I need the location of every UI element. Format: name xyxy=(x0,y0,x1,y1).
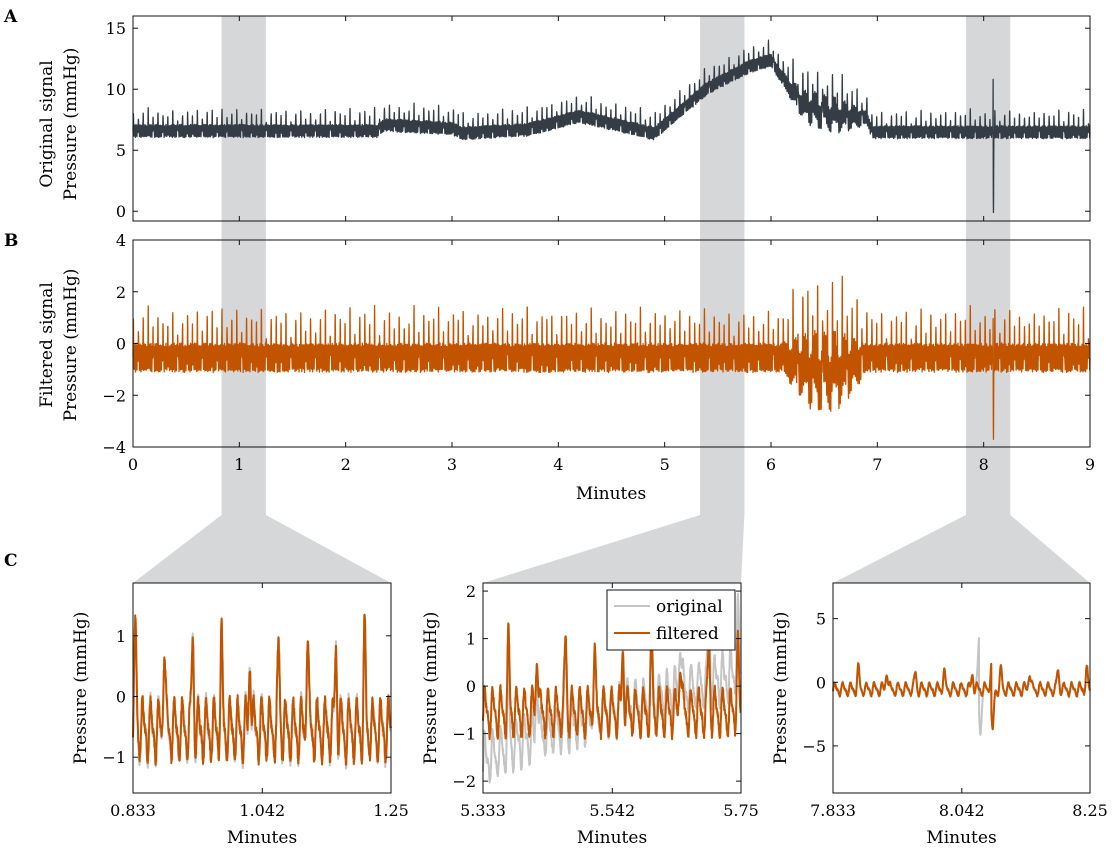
x-axis-label: Minutes xyxy=(227,828,297,848)
y-tick-label: 0 xyxy=(466,677,476,696)
y-axis-label: Filtered signal xyxy=(37,282,57,408)
x-tick-label: 3 xyxy=(447,455,457,474)
y-tick-label: −2 xyxy=(102,386,126,405)
y-tick-label: 4 xyxy=(116,231,126,250)
x-tick-label: 1.042 xyxy=(239,801,285,820)
plot-frame xyxy=(132,15,1091,222)
x-tick-label: 7 xyxy=(872,455,882,474)
panel-label-a: A xyxy=(3,7,18,27)
y-tick-label: 2 xyxy=(116,283,126,302)
filtered-signal-line xyxy=(832,662,1091,731)
plot-frame xyxy=(832,582,1091,794)
panel-label-b: B xyxy=(4,231,18,251)
x-tick-label: 5 xyxy=(660,455,670,474)
y-tick-label: −5 xyxy=(802,737,826,756)
y-axis-label: Pressure (mmHg) xyxy=(61,269,81,422)
legend-label-original: original xyxy=(656,597,723,617)
y-tick-label: 1 xyxy=(466,630,476,649)
axes-C1: −1 0 1 0.833 1.042 1.25 xyxy=(102,582,409,820)
y-tick-label: 0 xyxy=(816,673,826,692)
y-tick-label: −4 xyxy=(102,438,126,457)
x-tick-label: 5.542 xyxy=(589,801,635,820)
x-tick-label: 9 xyxy=(1085,455,1095,474)
x-tick-label: 8.25 xyxy=(1072,801,1108,820)
y-tick-label: 15 xyxy=(106,19,126,38)
x-axis-label: Minutes xyxy=(577,828,647,848)
y-tick-label: 10 xyxy=(106,80,126,99)
y-tick-label: 0 xyxy=(116,687,126,706)
zoom-highlight-band xyxy=(965,16,1011,515)
axes-C2: −2 −1 0 1 2 5.333 5.542 5.75 xyxy=(452,582,758,820)
y-axis-label: Pressure (mmHg) xyxy=(61,48,81,201)
y-tick-label: 1 xyxy=(116,627,126,646)
zoom-connector xyxy=(483,515,745,583)
filtered-signal-line xyxy=(482,622,742,741)
y-axis-label: Pressure (mmHg) xyxy=(771,612,791,765)
x-tick-label: 0.833 xyxy=(110,801,156,820)
zoom-highlight-band xyxy=(700,16,745,515)
panel-label-c: C xyxy=(4,551,18,571)
zoom-highlight-band xyxy=(221,16,266,515)
legend-box xyxy=(606,589,736,651)
y-tick-label: −1 xyxy=(452,725,476,744)
y-tick-label: −2 xyxy=(452,772,476,791)
x-tick-label: 8 xyxy=(979,455,989,474)
x-axis-label: Minutes xyxy=(926,828,996,848)
x-tick-label: 1 xyxy=(234,455,244,474)
legend: original filtered xyxy=(606,589,736,651)
y-tick-label: 5 xyxy=(116,141,126,160)
y-axis-label: Pressure (mmHg) xyxy=(421,612,441,765)
x-tick-label: 8.042 xyxy=(939,801,985,820)
y-tick-label: −1 xyxy=(102,748,126,767)
x-tick-label: 0 xyxy=(128,455,138,474)
zoom-connector xyxy=(833,515,1090,583)
y-axis-label: Pressure (mmHg) xyxy=(71,612,91,765)
x-tick-label: 6 xyxy=(766,455,776,474)
y-tick-label: 5 xyxy=(816,610,826,629)
x-tick-label: 1.25 xyxy=(373,801,409,820)
x-tick-label: 7.833 xyxy=(810,801,856,820)
x-tick-label: 4 xyxy=(553,455,563,474)
zoom-connector xyxy=(133,515,391,583)
x-tick-label: 2 xyxy=(341,455,351,474)
filtered-signal-line xyxy=(132,613,392,766)
axes-C3: −5 0 5 7.833 8.042 8.25 xyxy=(802,582,1108,820)
y-tick-label: 2 xyxy=(466,582,476,601)
x-tick-label: 5.333 xyxy=(460,801,506,820)
y-axis-label: Original signal xyxy=(37,60,57,187)
filtered-signal-line xyxy=(132,275,1091,441)
y-tick-label: 0 xyxy=(116,335,126,354)
x-tick-label: 5.75 xyxy=(723,801,759,820)
axes-B: −4 −2 0 2 4 0 1 2 3 4 5 6 7 8 9 xyxy=(102,231,1095,474)
x-axis-label: Minutes xyxy=(576,484,646,504)
y-tick-label: 0 xyxy=(116,202,126,221)
axes-A: 0 5 10 15 xyxy=(106,15,1091,222)
original-signal-line xyxy=(132,39,1091,214)
legend-label-filtered: filtered xyxy=(656,624,719,644)
